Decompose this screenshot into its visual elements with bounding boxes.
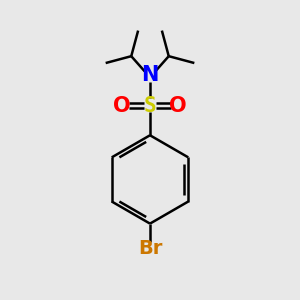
Text: O: O <box>113 96 131 116</box>
Text: N: N <box>141 65 159 85</box>
Text: O: O <box>169 96 187 116</box>
Text: Br: Br <box>138 239 162 258</box>
Text: S: S <box>144 96 156 116</box>
